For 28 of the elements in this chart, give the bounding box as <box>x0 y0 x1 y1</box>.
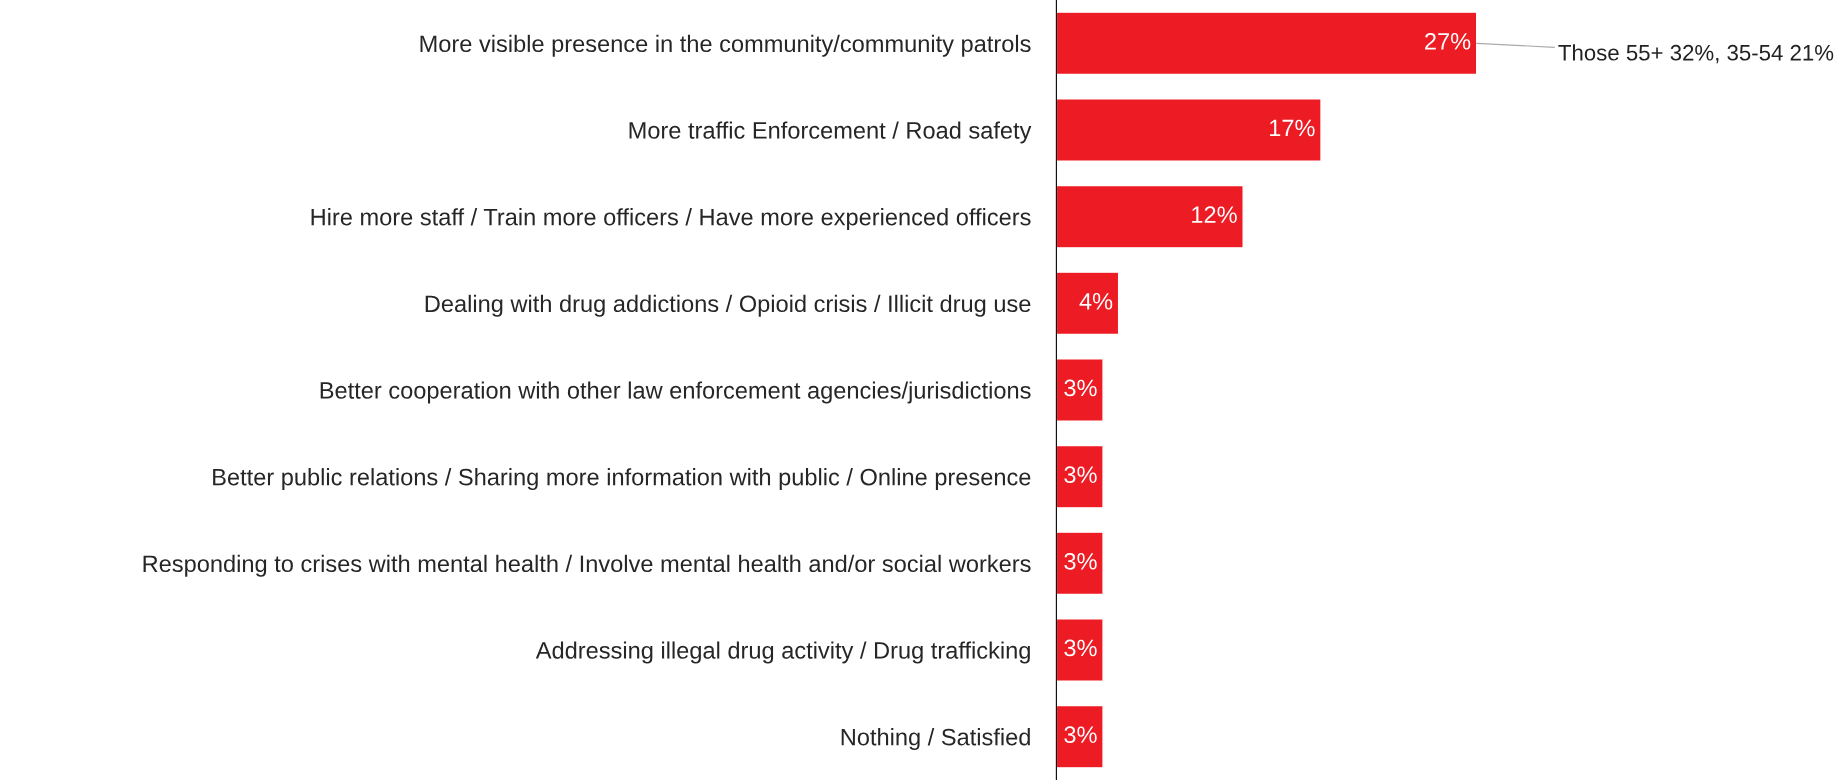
bar <box>1056 184 1244 249</box>
y-tick-label: More visible presence in the community/community patrols <box>420 34 1031 57</box>
bar <box>1056 358 1104 422</box>
data-label: 3% <box>1064 552 1097 570</box>
bar <box>1056 704 1104 769</box>
y-tick-label: Hire more staff / Train more officers / Have more experienced officers <box>311 208 1031 231</box>
data-label: 3% <box>1064 726 1097 743</box>
y-tick-label: More traffic Enforcement / Road safety <box>629 121 1032 144</box>
bar <box>1056 98 1322 162</box>
data-label: 3% <box>1064 379 1097 397</box>
y-tick-label: Better public relations / Sharing more information with public / Online presence <box>213 468 1031 491</box>
y-tick-label: Dealing with drug addictions / Opioid crisis / Illicit drug use <box>425 294 1031 317</box>
data-label: 3% <box>1064 639 1097 657</box>
y-tick-label: Addressing illegal drug activity / Drug trafficking <box>535 641 1030 664</box>
y-tick-label: Responding to crises with mental health / Involve mental health and/or social workers <box>143 554 1031 577</box>
y-tick-label: Better cooperation with other law enforcement agencies/jurisdictions <box>320 381 1031 404</box>
y-tick-label: Nothing / Satisfied <box>841 728 1030 751</box>
bar <box>1056 618 1104 682</box>
data-label: 4% <box>1079 293 1113 310</box>
data-label: 27% <box>1425 32 1471 50</box>
annotation: Those 55+ 32%, 35-54 21% <box>1558 44 1834 64</box>
bar <box>1056 531 1104 596</box>
data-label: 12% <box>1192 206 1237 223</box>
data-label: 17% <box>1270 119 1315 137</box>
bar <box>1056 444 1104 509</box>
data-label: 3% <box>1064 466 1097 483</box>
bar <box>1056 11 1478 76</box>
bar <box>1056 271 1120 336</box>
